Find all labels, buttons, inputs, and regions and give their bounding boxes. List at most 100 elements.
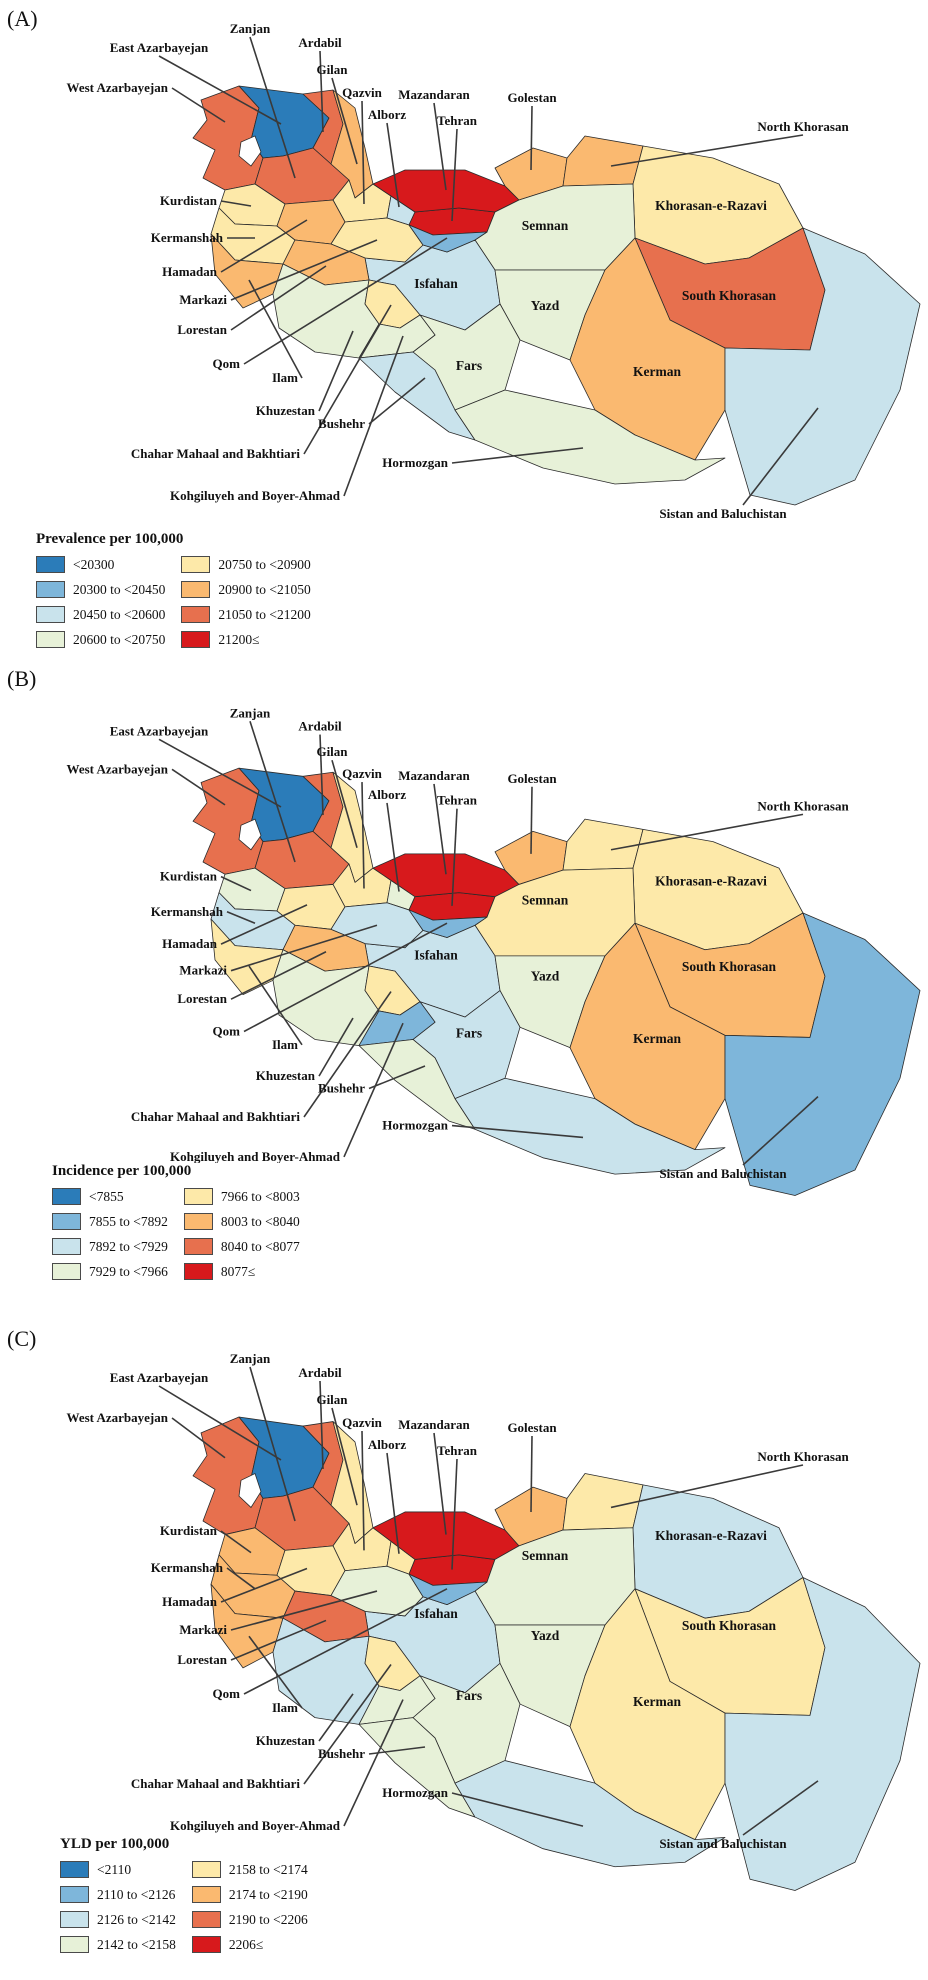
leader-line-alborz <box>386 122 400 208</box>
province-label-markazi: Markazi <box>179 292 227 307</box>
legend-item-tier-2: 7855 to <7892 <box>52 1209 168 1234</box>
legend-label-tier-8: 2206≤ <box>228 1936 264 1952</box>
province-qom <box>408 224 488 253</box>
province-label-gilan: Gilan <box>316 62 348 77</box>
leader-line-ilam <box>248 965 303 1046</box>
province-label-qom: Qom <box>213 1686 241 1701</box>
province-north-khorasan <box>562 1473 644 1531</box>
legend-label-tier-1: <2110 <box>97 1861 132 1877</box>
province-label-markazi: Markazi <box>179 1622 227 1637</box>
province-sistan-and-baluchistan <box>724 227 921 506</box>
leader-line-hamadan <box>220 904 308 945</box>
leader-line-east-azarbayejan <box>158 738 282 808</box>
leader-line-hormozgan <box>451 1792 584 1827</box>
legend-label-tier-2: 20300 to <20450 <box>73 581 166 597</box>
legend-swatch-tier-6 <box>183 1213 213 1230</box>
legend-label-tier-6: 20900 to <21050 <box>218 581 311 597</box>
iran-map-panel-c: West Azarbayejan East Azarbayejan Ardabil Z… <box>67 1351 921 1891</box>
province-label-qazvin: Qazvin <box>342 766 382 781</box>
legend-item-tier-5: 20750 to <20900 <box>181 552 311 577</box>
province-label-north-khorasan: North Khorasan <box>757 119 849 134</box>
province-label-zanjan: Zanjan <box>230 21 271 36</box>
legend-label-tier-7: 21050 to <21200 <box>218 606 311 622</box>
province-label-semnan: Semnan <box>522 1548 569 1563</box>
province-label-east-azarbayejan: East Azarbayejan <box>110 1370 209 1385</box>
leader-line-mazandaran <box>433 102 447 191</box>
panel-a-letter: (A) <box>7 6 38 31</box>
province-label-sistan-and-baluchistan: Sistan and Baluchistan <box>659 1166 787 1181</box>
lake-urmia <box>238 818 262 851</box>
legend-item-tier-8: 21200≤ <box>181 627 310 652</box>
legend-swatch-tier-5 <box>181 556 211 573</box>
lake-urmia <box>238 1472 262 1509</box>
legend-item-tier-6: 20900 to <21050 <box>181 577 311 602</box>
province-label-isfahan: Isfahan <box>414 948 458 963</box>
legend-label-tier-5: 7966 to <8003 <box>220 1188 300 1204</box>
panel-c: (C) West Azarbayejan East Azarbayejan Arda… <box>0 1320 928 1980</box>
leader-line-markazi <box>230 924 378 972</box>
province-label-alborz: Alborz <box>368 107 407 122</box>
iran-map-panel-a: West Azarbayejan East Azarbayejan Ardabil Z… <box>67 21 921 521</box>
province-label-kerman: Kerman <box>633 364 681 379</box>
province-label-golestan: Golestan <box>507 771 557 786</box>
leader-line-north-khorasan <box>610 1464 804 1509</box>
province-label-mazandaran: Mazandaran <box>398 1417 470 1432</box>
leader-line-bushehr <box>368 1065 426 1090</box>
province-label-qazvin: Qazvin <box>342 85 382 100</box>
legend-label-tier-4: 20600 to <20750 <box>73 631 166 647</box>
province-label-south-khorasan: South Khorasan <box>682 959 777 974</box>
panel-a: (A) West Azarbayejan East Azarbayejan Arda… <box>0 0 928 660</box>
legend-item-tier-1: <2110 <box>60 1857 176 1882</box>
province-sistan-and-baluchistan <box>724 912 921 1196</box>
legend-swatch-tier-2 <box>52 1213 81 1230</box>
province-label-zanjan: Zanjan <box>230 705 271 720</box>
leader-line-qazvin <box>361 1430 365 1551</box>
province-label-sistan-and-baluchistan: Sistan and Baluchistan <box>659 506 787 521</box>
legend-panel-b: Incidence per 100,000 <7855 7855 to <7892… <box>52 1163 300 1284</box>
province-label-bushehr: Bushehr <box>318 1081 365 1096</box>
leader-line-alborz <box>386 802 400 892</box>
legend-label-tier-8: 21200≤ <box>218 631 260 647</box>
province-label-south-khorasan: South Khorasan <box>682 1618 777 1633</box>
province-label-fars: Fars <box>456 358 482 373</box>
legend-label-tier-3: 7892 to <7929 <box>89 1238 168 1254</box>
leader-line-west-azarbayejan <box>171 1417 226 1459</box>
province-label-tehran: Tehran <box>437 1443 478 1458</box>
province-label-mazandaran: Mazandaran <box>398 87 470 102</box>
leader-line-kermanshah <box>226 1567 256 1590</box>
province-label-kohgiluyeh: Kohgiluyeh and Boyer-Ahmad <box>170 488 341 503</box>
province-label-khuzestan: Khuzestan <box>256 1733 316 1748</box>
province-label-khorasan-e-razavi: Khorasan-e-Razavi <box>655 198 767 213</box>
province-north-khorasan <box>562 135 644 187</box>
province-label-ardabil: Ardabil <box>298 35 342 50</box>
leader-line-markazi <box>230 1590 378 1631</box>
province-label-zanjan: Zanjan <box>230 1351 271 1366</box>
province-label-east-azarbayejan: East Azarbayejan <box>110 723 209 738</box>
legend-item-tier-4: 2142 to <2158 <box>60 1932 176 1957</box>
province-label-tehran: Tehran <box>437 793 478 808</box>
leader-line-qom <box>243 237 448 365</box>
province-qom <box>408 909 488 938</box>
leader-line-sistan-and-baluchistan <box>742 407 819 506</box>
province-label-west-azarbayejan: West Azarbayejan <box>67 1410 169 1425</box>
province-hormozgan <box>454 1077 726 1175</box>
leader-line-golestan <box>530 786 533 854</box>
legend-grid-a: <20300 20300 to <20450 20450 to <20600 2060… <box>36 552 311 652</box>
legend-label-tier-5: 20750 to <20900 <box>218 556 311 572</box>
province-label-hamadan: Hamadan <box>162 264 218 279</box>
leader-line-east-azarbayejan <box>158 1385 282 1461</box>
leader-line-bushehr <box>368 377 426 425</box>
leader-line-gilan <box>331 759 358 848</box>
legend-grid-b: <7855 7855 to <7892 7892 to <7929 7929 to <… <box>52 1184 300 1284</box>
panel-c-letter: (C) <box>7 1326 37 1351</box>
legend-swatch-tier-2 <box>36 581 65 598</box>
legend-swatch-tier-1 <box>36 556 65 573</box>
legend-item-tier-7: 21050 to <21200 <box>181 602 311 627</box>
province-qom <box>408 1573 488 1606</box>
legend-swatch-tier-4 <box>52 1263 81 1280</box>
legend-item-tier-1: <7855 <box>52 1184 168 1209</box>
legend-item-tier-4: 20600 to <20750 <box>36 627 165 652</box>
legend-swatch-tier-5 <box>183 1188 213 1205</box>
leader-line-ilam <box>248 279 303 379</box>
